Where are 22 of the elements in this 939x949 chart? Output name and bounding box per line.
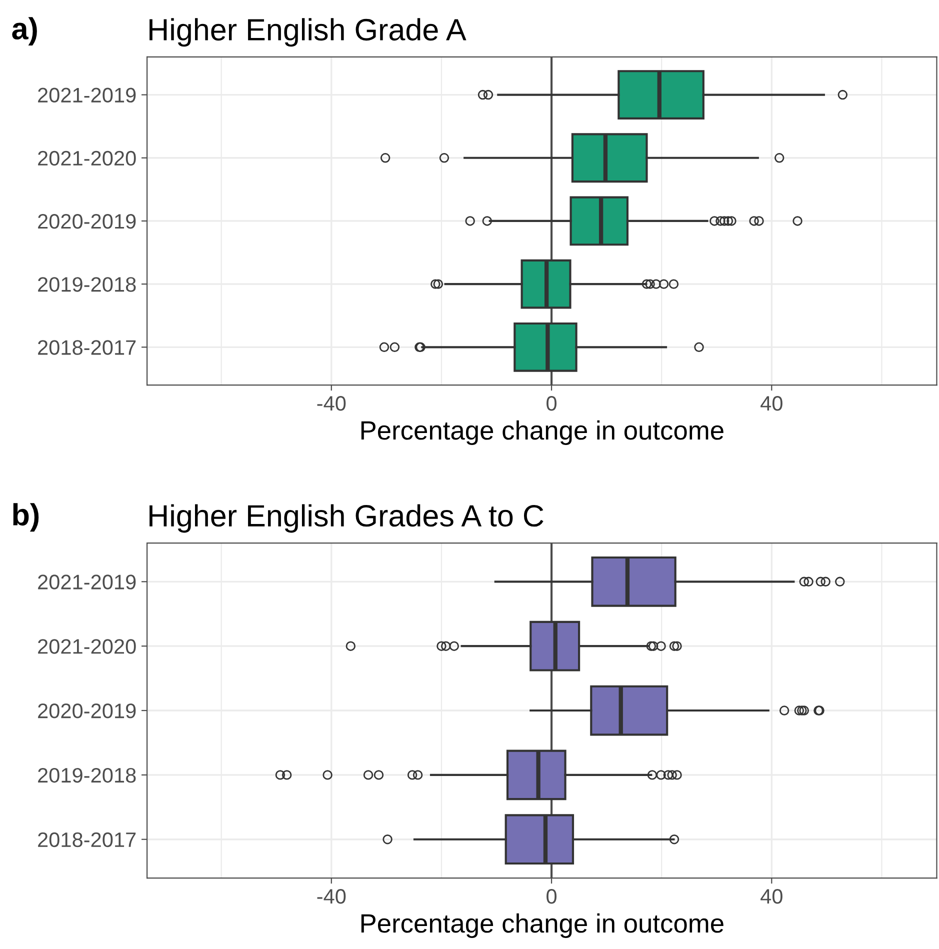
y-tick-label: 2021-2019 — [38, 88, 136, 103]
x-tick-label: -40 — [317, 888, 346, 904]
chart-title: Higher English Grade A — [150, 18, 466, 47]
text: b) — [13, 503, 39, 532]
chart-title: Higher English Grades A to C — [150, 504, 544, 533]
x-tick-label: 40 — [760, 888, 782, 904]
x-axis-title: Percentage change in outcome — [361, 913, 724, 938]
x-tick-label: 40 — [760, 396, 782, 411]
y-tick-label: 2021-2020 — [38, 639, 136, 654]
x-axis-title: Percentage change in outcome — [361, 420, 724, 445]
text: a) — [12, 17, 37, 46]
y-tick-label: 2020-2019 — [38, 214, 136, 229]
x-tick-label: 0 — [546, 888, 557, 904]
y-tick-label: 2021-2020 — [38, 150, 136, 166]
y-tick-label: 2019-2018 — [38, 277, 136, 292]
x-tick-label: -40 — [317, 396, 346, 411]
y-tick-label: 2021-2019 — [38, 574, 136, 590]
y-tick-label: 2018-2017 — [38, 832, 136, 848]
x-tick-label: 0 — [546, 396, 557, 411]
y-tick-label: 2019-2018 — [38, 768, 136, 783]
y-tick-label: 2020-2019 — [38, 704, 136, 718]
y-tick-label: 2018-2017 — [38, 340, 136, 355]
